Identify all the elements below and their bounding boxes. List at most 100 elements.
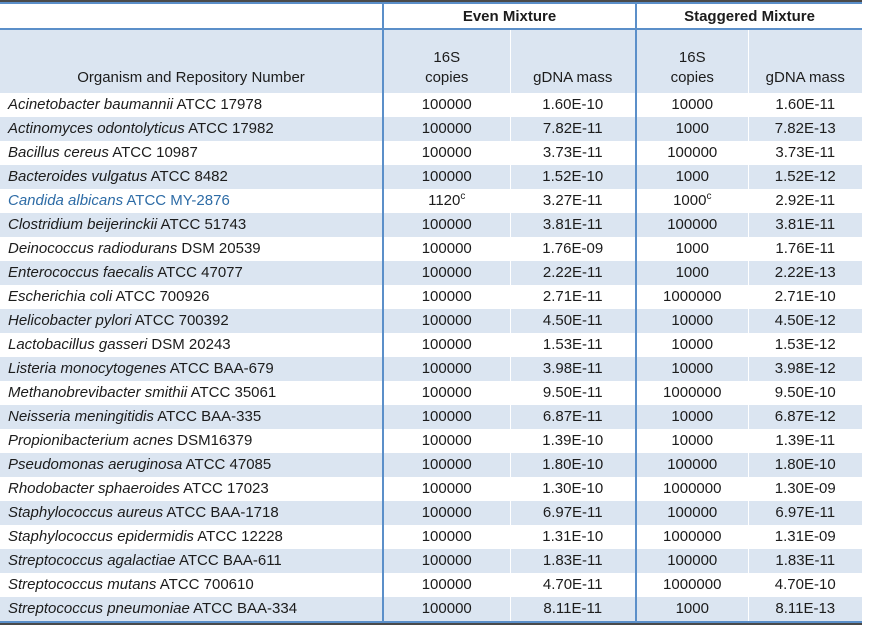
organism-cell: Streptococcus pneumoniae ATCC BAA-334 (0, 597, 383, 622)
stag-copies-cell: 10000 (635, 429, 748, 453)
even-copies-cell: 100000 (382, 357, 510, 381)
stag-copies-cell: 100000 (635, 453, 748, 477)
even-gdna-cell: 1.52E-10 (509, 165, 636, 189)
stag-gdna-cell: 2.92E-11 (747, 189, 862, 213)
stag-gdna-cell: 3.81E-11 (747, 213, 862, 237)
stag-copies-cell: 10000 (635, 357, 748, 381)
table-row: Streptococcus pneumoniae ATCC BAA-334 100… (0, 597, 862, 622)
organism-cell: Methanobrevibacter smithii ATCC 35061 (0, 381, 383, 405)
stag-gdna-cell: 3.73E-11 (747, 141, 862, 165)
even-16s-label: 16S (433, 49, 461, 66)
even-gdna-cell: 6.87E-11 (509, 405, 636, 429)
even-gdna-cell: 7.82E-11 (509, 117, 636, 141)
strain-id: ATCC 700392 (131, 312, 229, 329)
stag-gdna-header: gDNA mass (747, 29, 862, 93)
strain-id: ATCC BAA-334 (189, 600, 298, 617)
even-copies-cell: 100000 (382, 597, 510, 622)
strain-id: ATCC 17023 (179, 480, 269, 497)
organism-name: Actinomyces odontolyticus (8, 120, 185, 137)
stag-gdna-cell: 1.80E-10 (747, 453, 862, 477)
stag-copies-cell: 1000 (635, 237, 748, 261)
table-row: Rhodobacter sphaeroides ATCC 17023 100000… (0, 477, 862, 501)
even-copies-cell: 100000 (382, 549, 510, 573)
even-copies-cell: 1120c (382, 189, 510, 213)
strain-id: ATCC 700610 (156, 576, 254, 593)
strain-id: ATCC 12228 (193, 528, 283, 545)
stag-gdna-cell: 1.60E-11 (747, 93, 862, 117)
organism-name: Deinococcus radiodurans (8, 240, 178, 257)
stag-copies-cell: 1000000 (635, 285, 748, 309)
even-copies-cell: 100000 (382, 309, 510, 333)
organism-cell: Propionibacterium acnes DSM16379 (0, 429, 383, 453)
strain-id: ATCC BAA-1718 (163, 504, 279, 521)
organism-name: Enterococcus faecalis (8, 264, 154, 281)
organism-cell: Streptococcus agalactiae ATCC BAA-611 (0, 549, 383, 573)
table-row: Clostridium beijerinckii ATCC 51743 10000… (0, 213, 862, 237)
mixture-table: Even Mixture Staggered Mixture Organism … (0, 2, 862, 623)
even-gdna-cell: 1.31E-10 (509, 525, 636, 549)
table-row: Bacillus cereus ATCC 10987 100000 3.73E-11… (0, 141, 862, 165)
organism-cell: Listeria monocytogenes ATCC BAA-679 (0, 357, 383, 381)
stag-gdna-cell: 2.22E-13 (747, 261, 862, 285)
even-copies-cell: 100000 (382, 525, 510, 549)
stag-copies-cell: 1000c (635, 189, 748, 213)
strain-id: DSM 20539 (177, 240, 261, 257)
table-row: Actinomyces odontolyticus ATCC 17982 1000… (0, 117, 862, 141)
stag-copies-cell: 1000 (635, 117, 748, 141)
even-gdna-cell: 4.70E-11 (509, 573, 636, 597)
organism-name: Clostridium beijerinckii (8, 216, 158, 233)
organism-cell: Deinococcus radiodurans DSM 20539 (0, 237, 383, 261)
stag-copies-cell: 100000 (635, 501, 748, 525)
table-row: Candida albicans ATCC MY-2876 1120c 3.27E-… (0, 189, 862, 213)
organism-cell: Neisseria meningitidis ATCC BAA-335 (0, 405, 383, 429)
even-copies-cell: 100000 (382, 477, 510, 501)
organism-name: Bacteroides vulgatus (8, 168, 148, 185)
stag-gdna-cell: 1.39E-11 (747, 429, 862, 453)
organism-name: Staphylococcus epidermidis (8, 528, 194, 545)
stag-copies-cell: 1000000 (635, 477, 748, 501)
organism-name: Listeria monocytogenes (8, 360, 167, 377)
organism-cell: Bacteroides vulgatus ATCC 8482 (0, 165, 383, 189)
table-row: Neisseria meningitidis ATCC BAA-335 10000… (0, 405, 862, 429)
even-gdna-cell: 1.30E-10 (509, 477, 636, 501)
even-gdna-cell: 3.27E-11 (509, 189, 636, 213)
organism-cell: Staphylococcus epidermidis ATCC 12228 (0, 525, 383, 549)
even-gdna-cell: 3.81E-11 (509, 213, 636, 237)
even-copies-cell: 100000 (382, 333, 510, 357)
even-copies-cell: 100000 (382, 117, 510, 141)
organism-name: Candida albicans (8, 192, 124, 209)
organism-name: Acinetobacter baumannii (8, 96, 174, 113)
staggered-mixture-header: Staggered Mixture (635, 3, 862, 29)
stag-gdna-cell: 7.82E-13 (747, 117, 862, 141)
stag-gdna-cell: 2.71E-10 (747, 285, 862, 309)
even-gdna-cell: 3.73E-11 (509, 141, 636, 165)
even-gdna-cell: 3.98E-11 (509, 357, 636, 381)
strain-id: ATCC 17982 (184, 120, 274, 137)
strain-id: ATCC 10987 (108, 144, 198, 161)
table-row: Acinetobacter baumannii ATCC 17978 100000… (0, 93, 862, 117)
stag-copies-cell: 10000 (635, 405, 748, 429)
table-row: Escherichia coli ATCC 700926 100000 2.71E-… (0, 285, 862, 309)
strain-id: ATCC 8482 (147, 168, 228, 185)
organism-name: Propionibacterium acnes (8, 432, 174, 449)
stag-16s-label: 16S (678, 49, 706, 66)
organism-name: Neisseria meningitidis (8, 408, 154, 425)
strain-id: ATCC MY-2876 (123, 192, 230, 209)
strain-id: ATCC 47077 (153, 264, 243, 281)
organism-cell: Acinetobacter baumannii ATCC 17978 (0, 93, 383, 117)
organism-cell: Bacillus cereus ATCC 10987 (0, 141, 383, 165)
table-row: Staphylococcus aureus ATCC BAA-1718 10000… (0, 501, 862, 525)
even-copies-label: copies (425, 69, 469, 86)
even-16s-copies-header: 16S copies (382, 29, 510, 93)
organism-cell: Rhodobacter sphaeroides ATCC 17023 (0, 477, 383, 501)
table-row: Methanobrevibacter smithii ATCC 35061 100… (0, 381, 862, 405)
even-copies-cell: 100000 (382, 429, 510, 453)
stag-gdna-cell: 1.53E-12 (747, 333, 862, 357)
strain-id: ATCC BAA-611 (175, 552, 282, 569)
stag-gdna-cell: 8.11E-13 (747, 597, 862, 622)
even-copies-cell: 100000 (382, 141, 510, 165)
organism-column-header: Organism and Repository Number (77, 69, 305, 86)
stag-copies-label: copies (670, 69, 714, 86)
organism-name: Rhodobacter sphaeroides (8, 480, 180, 497)
organism-name: Streptococcus agalactiae (8, 552, 176, 569)
